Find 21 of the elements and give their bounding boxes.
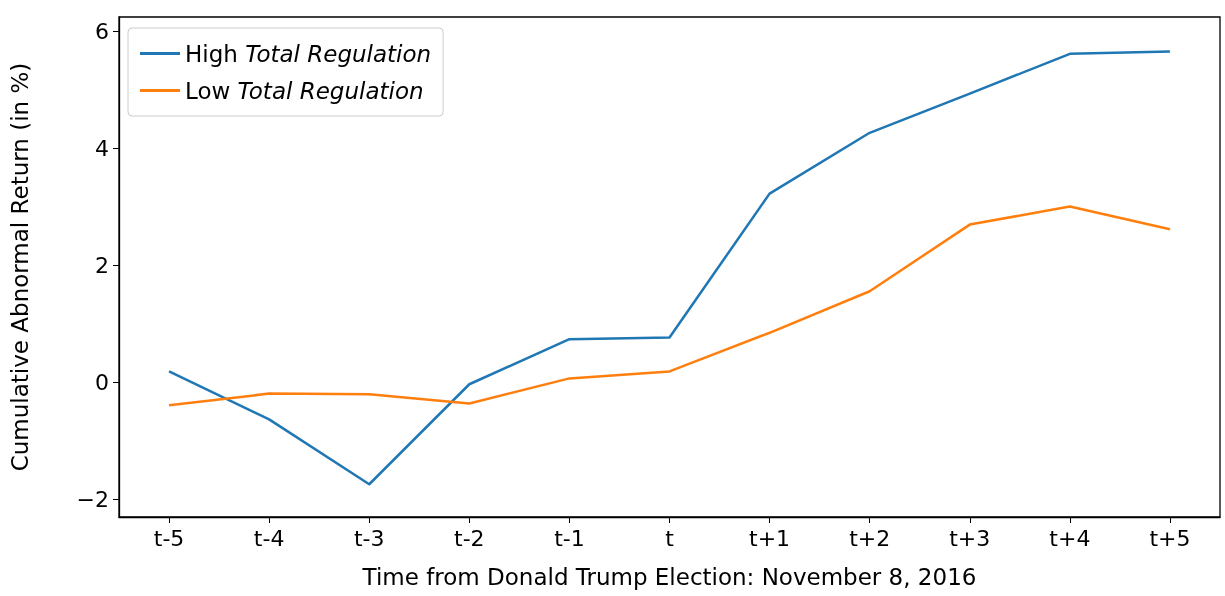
- x-tick-label: t: [665, 525, 675, 551]
- x-tick-label: t+2: [849, 525, 891, 551]
- x-tick-label: t+5: [1149, 525, 1191, 551]
- y-tick-label: 0: [95, 370, 109, 395]
- x-tick-label: t-5: [153, 525, 185, 551]
- legend-label: High Total Regulation: [185, 40, 432, 67]
- legend-label: Low Total Regulation: [185, 77, 424, 104]
- line-series: [167, 205, 1172, 407]
- x-tick-label: t+4: [1049, 525, 1091, 551]
- x-tick-label: t-2: [454, 525, 485, 551]
- x-tick-label: t+3: [949, 525, 991, 551]
- y-tick-label: 2: [95, 253, 109, 279]
- y-tick-label: −2: [76, 486, 109, 512]
- y-tick-label: 4: [95, 136, 109, 162]
- x-tick-label: t-1: [554, 525, 585, 551]
- y-axis-title: Cumulative Abnormal Return (in %): [6, 62, 33, 472]
- x-axis-title: Time from Donald Trump Election: November 8, 2016: [361, 563, 977, 590]
- x-tick-label: t+1: [749, 525, 791, 551]
- y-tick-label: 6: [95, 19, 109, 45]
- x-tick-label: t-4: [253, 525, 285, 551]
- x-tick-label: t-3: [353, 525, 385, 551]
